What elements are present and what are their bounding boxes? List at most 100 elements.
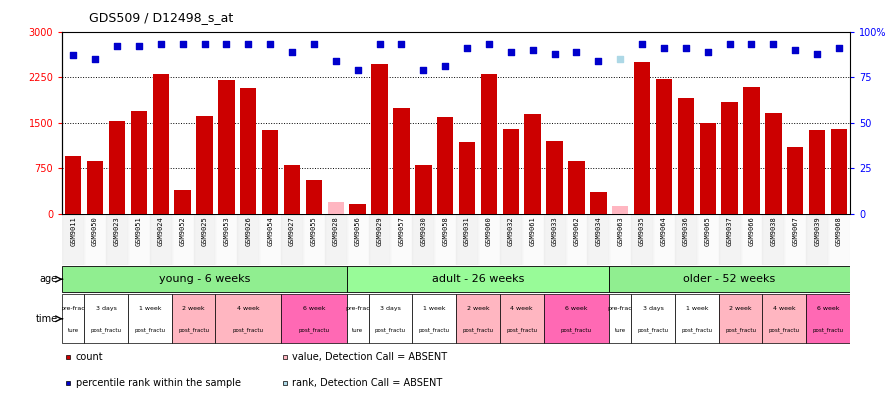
Bar [610, 294, 631, 343]
Point [438, 63, 452, 69]
Bar [656, 79, 672, 214]
Text: value, Detection Call = ABSENT: value, Detection Call = ABSENT [292, 352, 448, 362]
Point [526, 47, 540, 53]
Bar [172, 214, 194, 265]
Bar [612, 206, 628, 214]
Bar [347, 266, 610, 293]
Text: GSM9060: GSM9060 [486, 216, 492, 246]
Text: post_fractu: post_fractu [233, 327, 263, 333]
Bar [172, 294, 215, 343]
Text: post_fractu: post_fractu [375, 327, 406, 333]
Text: GSM9051: GSM9051 [136, 216, 142, 246]
Bar [675, 214, 697, 265]
Bar [806, 294, 850, 343]
Bar [62, 294, 85, 343]
Bar [434, 214, 457, 265]
Point [328, 58, 343, 64]
Text: GSM9011: GSM9011 [70, 216, 77, 246]
Point [744, 41, 758, 48]
Text: GSM9066: GSM9066 [748, 216, 755, 246]
Bar [62, 266, 347, 293]
Text: young - 6 weeks: young - 6 weeks [158, 274, 250, 284]
Text: GSM9025: GSM9025 [201, 216, 207, 246]
Text: count: count [76, 352, 103, 362]
Bar [128, 294, 172, 343]
Point [241, 41, 255, 48]
Bar [784, 214, 806, 265]
Text: GSM9039: GSM9039 [814, 216, 820, 246]
Text: 2 week: 2 week [729, 306, 752, 311]
Text: GSM9033: GSM9033 [552, 216, 557, 246]
Text: 1 week: 1 week [423, 306, 446, 311]
Bar [240, 88, 256, 214]
Bar [283, 381, 287, 385]
Text: 2 week: 2 week [182, 306, 205, 311]
Point [700, 49, 715, 55]
Point [591, 58, 605, 64]
Bar [281, 214, 303, 265]
Bar [368, 214, 391, 265]
Text: post_fractu: post_fractu [682, 327, 712, 333]
Bar [174, 190, 190, 214]
Text: age: age [40, 274, 58, 284]
Text: GSM9026: GSM9026 [246, 216, 251, 246]
Bar [215, 214, 238, 265]
Text: post_fractu: post_fractu [561, 327, 592, 333]
Bar [544, 214, 565, 265]
Text: ture: ture [352, 327, 363, 333]
Point [504, 49, 518, 55]
Bar [66, 381, 70, 385]
Bar [391, 214, 412, 265]
Bar [325, 214, 347, 265]
Point [198, 41, 212, 48]
Bar [634, 62, 651, 214]
Bar [350, 204, 366, 214]
Point [88, 56, 102, 62]
Point [832, 45, 846, 51]
Bar [328, 202, 344, 214]
Bar [677, 99, 694, 214]
Bar [675, 294, 719, 343]
Bar [722, 102, 738, 214]
Bar [437, 117, 453, 214]
Bar [347, 214, 368, 265]
Text: GSM9029: GSM9029 [376, 216, 383, 246]
Text: 3 days: 3 days [380, 306, 400, 311]
Text: GSM9055: GSM9055 [311, 216, 317, 246]
Point [285, 49, 299, 55]
Bar [828, 214, 850, 265]
Text: GSM9035: GSM9035 [639, 216, 645, 246]
Text: GSM9032: GSM9032 [508, 216, 514, 246]
Text: GSM9068: GSM9068 [836, 216, 842, 246]
Bar [743, 87, 760, 214]
Text: GSM9050: GSM9050 [93, 216, 98, 246]
Point [417, 67, 431, 73]
Point [154, 41, 168, 48]
Bar [457, 294, 500, 343]
Bar [194, 214, 215, 265]
Bar [565, 214, 587, 265]
Bar [218, 80, 235, 214]
Bar [87, 161, 103, 214]
Bar [587, 214, 610, 265]
Bar [371, 65, 388, 214]
Text: GSM9063: GSM9063 [618, 216, 623, 246]
Text: 3 days: 3 days [643, 306, 663, 311]
Bar [281, 294, 347, 343]
Text: GSM9054: GSM9054 [267, 216, 273, 246]
Bar [500, 294, 544, 343]
Text: 4 week: 4 week [773, 306, 796, 311]
Text: GSM9038: GSM9038 [771, 216, 776, 246]
Text: GSM9053: GSM9053 [223, 216, 230, 246]
Bar [150, 214, 172, 265]
Bar [522, 214, 544, 265]
Bar [415, 165, 432, 214]
Text: post_fractu: post_fractu [769, 327, 800, 333]
Bar [631, 214, 653, 265]
Text: GSM9024: GSM9024 [158, 216, 164, 246]
Bar [697, 214, 719, 265]
Text: 3 days: 3 days [95, 306, 117, 311]
Bar [809, 130, 825, 214]
Point [109, 43, 124, 50]
Bar [763, 214, 784, 265]
